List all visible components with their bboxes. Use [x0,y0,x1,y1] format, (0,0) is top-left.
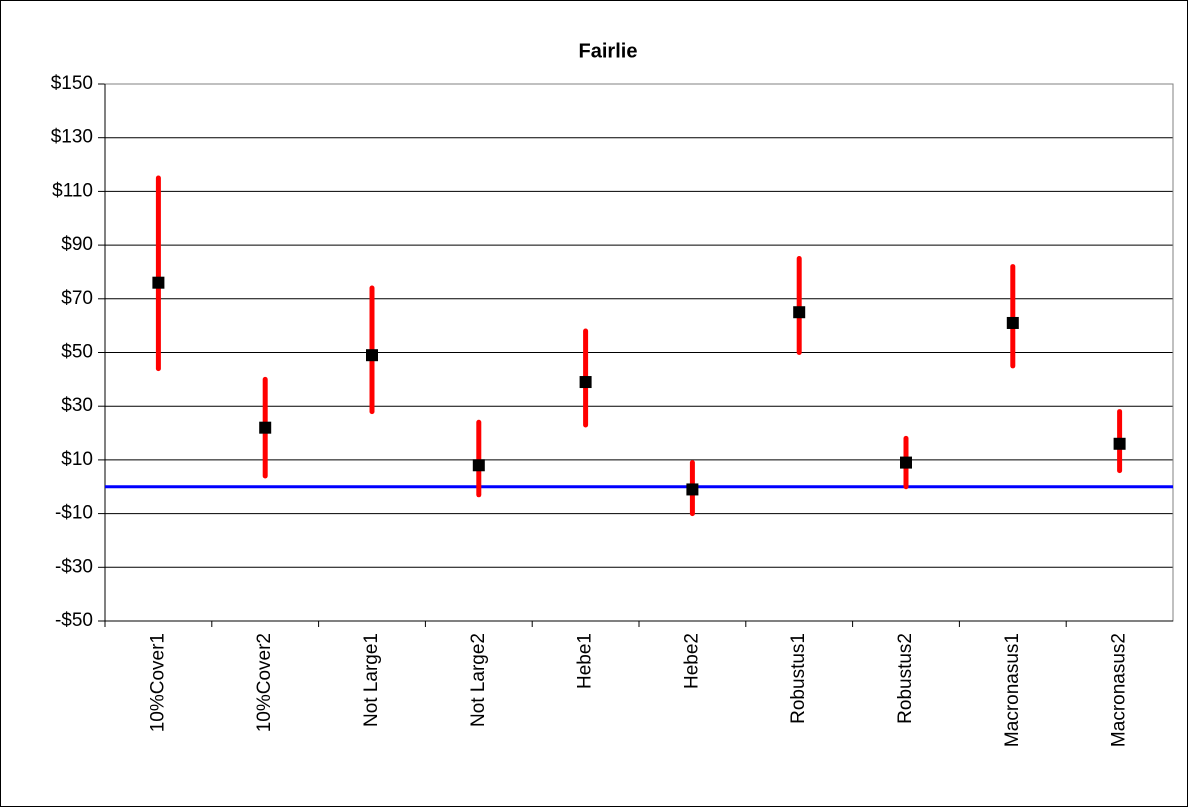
x-tick-label: Not Large1 [361,633,382,727]
y-tick-label: $70 [61,288,93,309]
x-tick-label: Not Large2 [468,633,489,727]
y-tick-label: -$50 [55,610,93,631]
y-tick-label: $130 [51,127,93,148]
x-tick-label: Robustus1 [788,633,809,724]
point-marker [1113,437,1126,450]
y-tick-label: $150 [51,73,93,94]
point-marker [152,276,165,289]
y-tick-label: -$30 [55,556,93,577]
point-marker [472,459,485,472]
y-tick-label: $50 [61,342,93,363]
x-tick-label: Hebe1 [575,633,596,689]
y-tick-label: -$10 [55,503,93,524]
y-tick-label: $110 [52,180,93,201]
point-marker [793,306,806,319]
point-marker [259,421,272,434]
x-tick-label: Hebe2 [681,633,702,689]
chart-title: Fairlie [579,40,638,62]
y-tick-label: $10 [61,449,93,470]
point-marker [1006,316,1019,329]
x-tick-label: 10%Cover2 [254,633,275,732]
x-tick-label: Macronasus2 [1109,633,1130,747]
point-marker [579,376,592,389]
x-tick-label: Macronasus1 [1002,633,1023,747]
x-tick-label: Robustus2 [895,633,916,724]
x-tick-label: 10%Cover1 [147,633,168,732]
y-tick-label: $30 [61,395,93,416]
point-marker [686,483,699,496]
point-marker [366,349,378,362]
point-marker [900,456,912,469]
y-tick-label: $90 [61,234,93,255]
